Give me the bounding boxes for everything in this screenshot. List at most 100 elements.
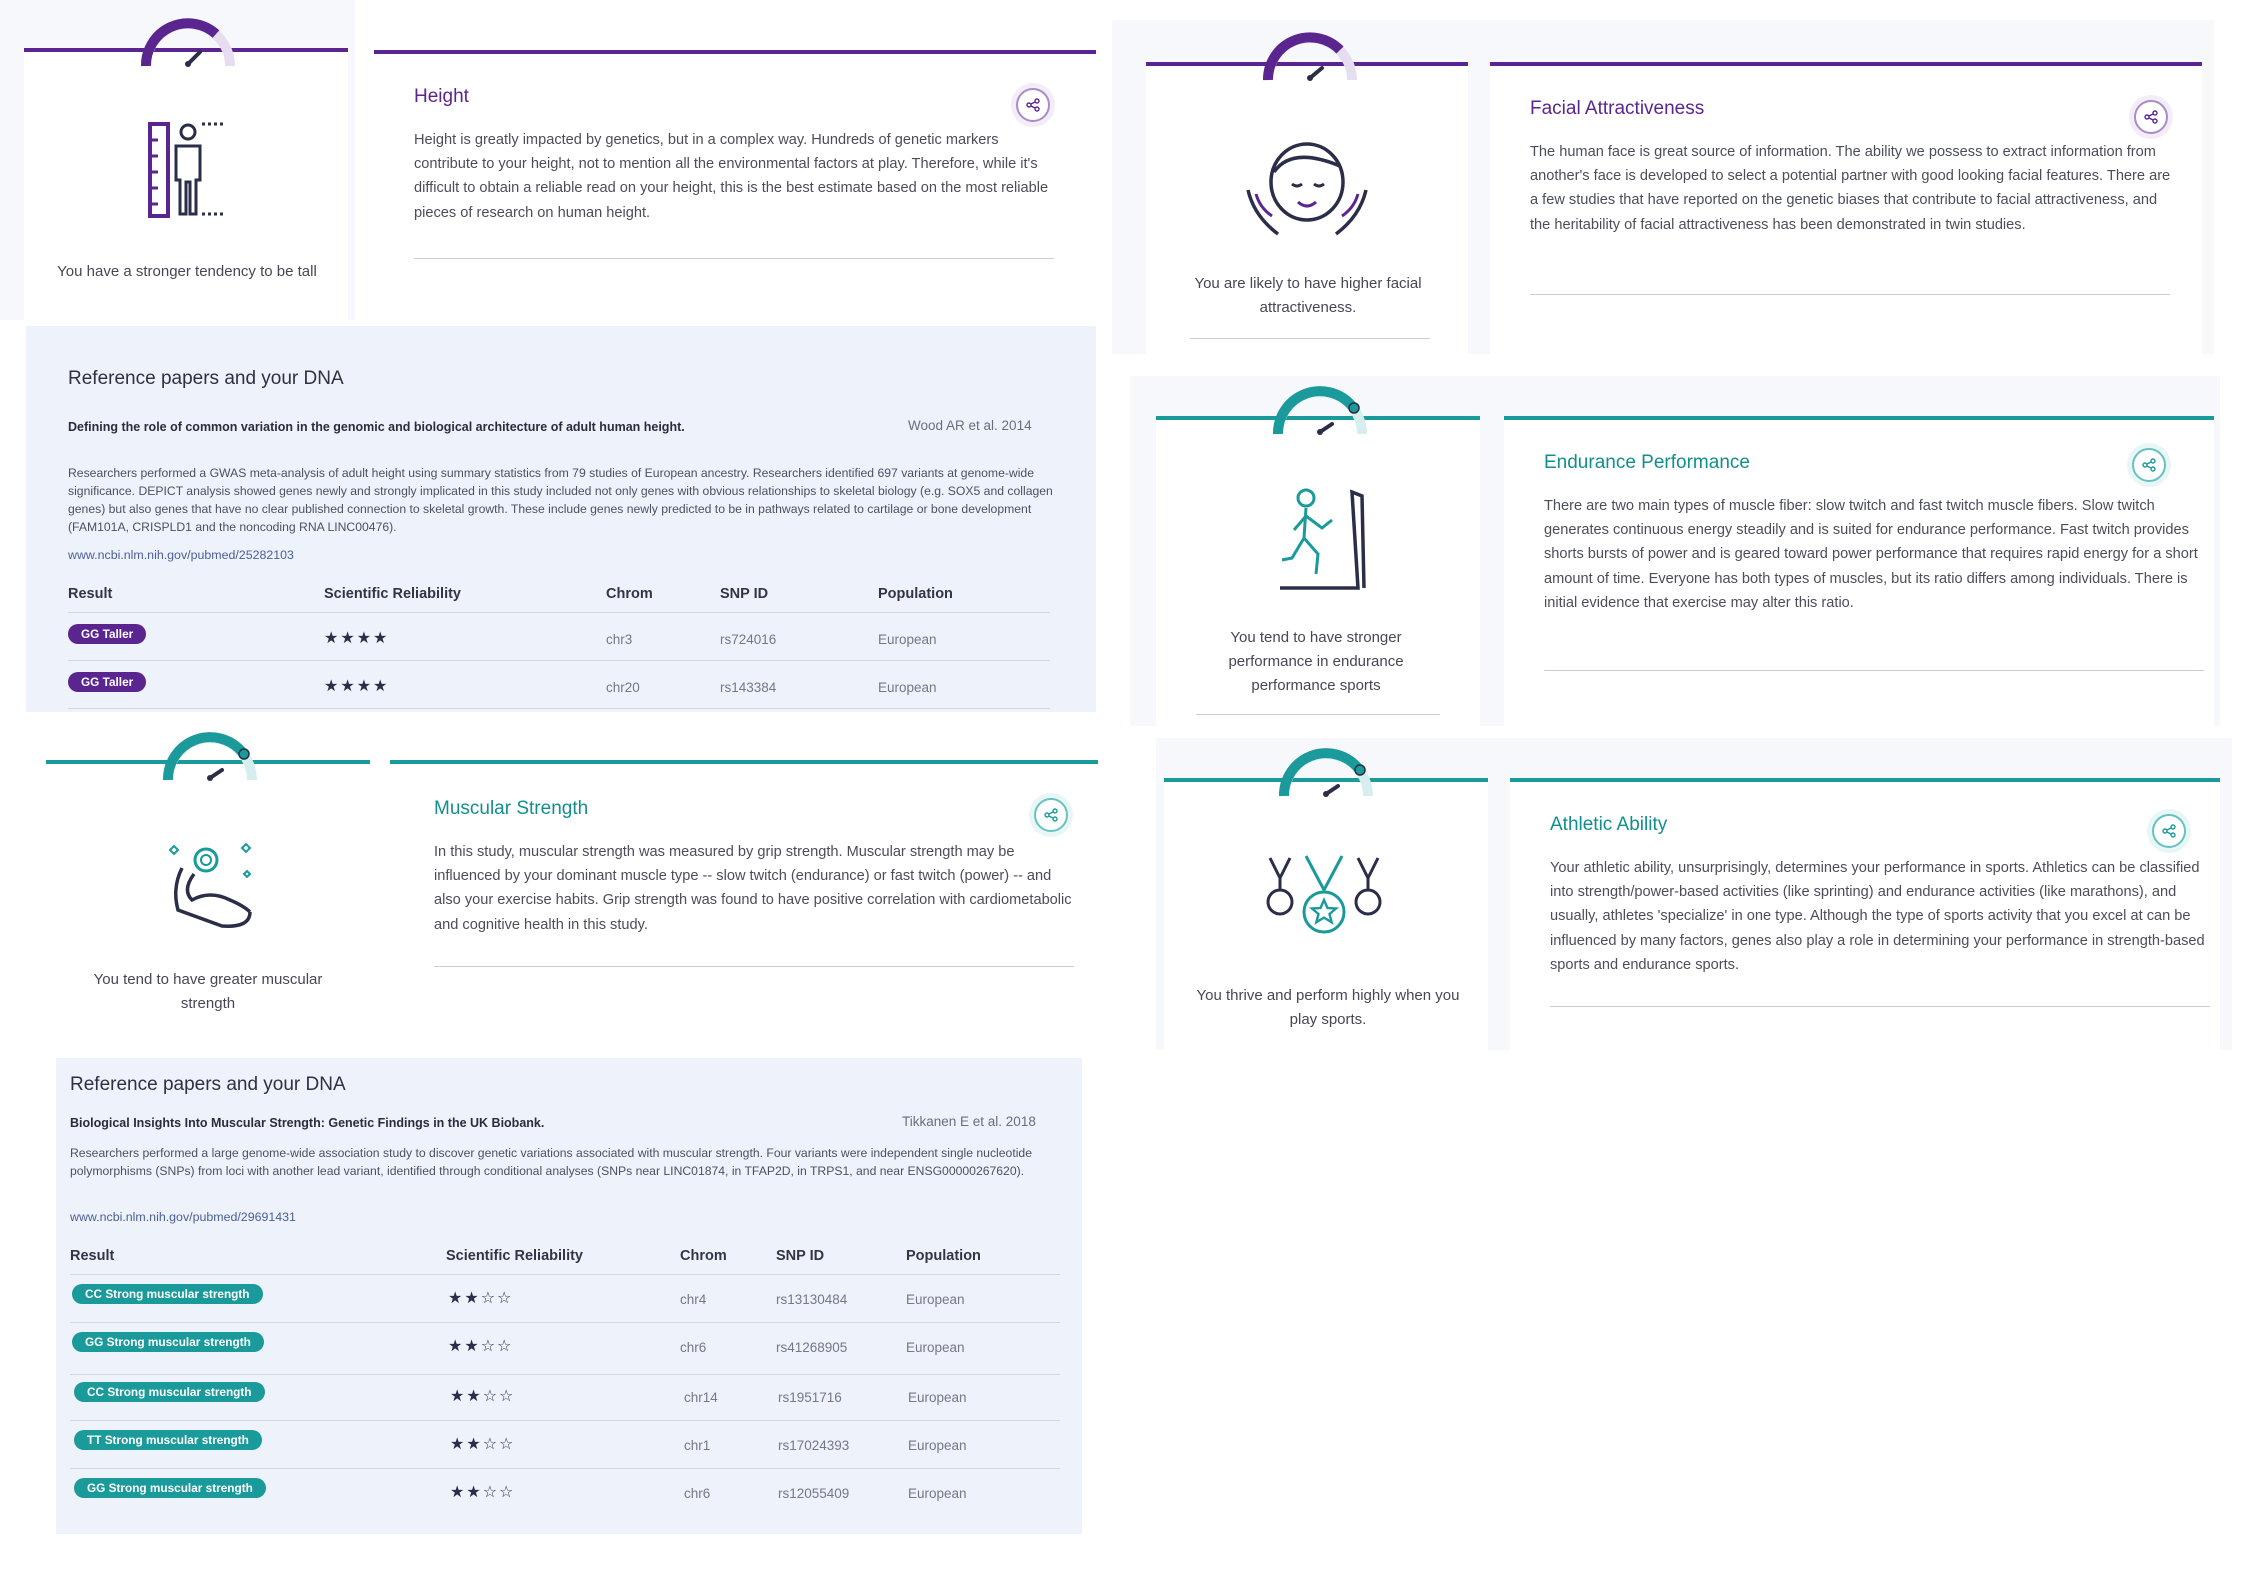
paper-abstract: Researchers performed a GWAS meta-analys…	[68, 466, 1053, 534]
trait-icon-card	[1146, 62, 1468, 354]
result-badge: GG Strong muscular strength	[72, 1332, 264, 1352]
snp-cell: rs41268905	[776, 1340, 848, 1355]
trait-desc-card	[1510, 778, 2220, 1050]
snp-cell: rs143384	[720, 680, 777, 695]
trait-summary: You thrive and perform highly when you p…	[1196, 987, 1460, 1028]
population-cell: European	[906, 1340, 965, 1355]
trait-desc-card	[374, 50, 1096, 322]
trait-description: In this study, muscular strength was mea…	[434, 844, 1072, 933]
gauge-icon	[140, 18, 235, 67]
snp-cell: rs17024393	[778, 1438, 850, 1453]
population-cell: European	[908, 1486, 967, 1501]
result-badge: GG Taller	[68, 672, 147, 692]
trait-panel-muscular: You tend to have greater muscular streng…	[40, 728, 1110, 1038]
reference-heading: Reference papers and your DNA	[70, 1074, 346, 1095]
snp-cell: rs1951716	[778, 1390, 842, 1405]
reliability-stars: ★★☆☆	[448, 1290, 514, 1307]
paper-link[interactable]: www.ncbi.nlm.nih.gov/pubmed/29691431	[70, 1210, 296, 1224]
trait-description: Your athletic ability, unsurprisingly, d…	[1550, 860, 2205, 973]
reliability-stars: ★★☆☆	[450, 1484, 516, 1501]
column-header: Scientific Reliability	[446, 1248, 583, 1264]
trait-summary: You are likely to have higher facial att…	[1194, 275, 1422, 316]
trait-panel-endurance: You tend to have stronger performance in…	[1130, 376, 2220, 726]
share-icon	[2142, 458, 2156, 472]
trait-description: There are two main types of muscle fiber…	[1544, 498, 2198, 611]
chrom-cell: chr4	[680, 1292, 707, 1307]
reliability-stars: ★★☆☆	[450, 1436, 516, 1453]
trait-title: Facial Attractiveness	[1530, 98, 1705, 119]
trait-desc-card	[1490, 62, 2202, 354]
column-header: Scientific Reliability	[324, 586, 461, 602]
chrom-cell: chr3	[606, 632, 633, 647]
share-icon	[1044, 808, 1058, 822]
trait-panel-height: You have a stronger tendency to be tall …	[0, 0, 1110, 322]
trait-title: Muscular Strength	[434, 798, 589, 819]
population-cell: European	[908, 1438, 967, 1453]
reference-panel-height: Reference papers and your DNA Defining t…	[26, 326, 1096, 712]
column-header: Result	[68, 586, 113, 602]
population-cell: European	[878, 680, 937, 695]
chrom-cell: chr14	[684, 1390, 718, 1405]
snp-cell: rs724016	[720, 632, 777, 647]
column-header: Population	[906, 1248, 981, 1264]
chrom-cell: chr1	[684, 1438, 711, 1453]
trait-icon-card	[46, 760, 370, 1038]
result-badge: TT Strong muscular strength	[74, 1430, 262, 1450]
trait-panel-athletic: You thrive and perform highly when you p…	[1156, 738, 2232, 1050]
height-ruler-person-icon	[148, 122, 226, 218]
trait-title: Height	[414, 86, 469, 107]
column-header: SNP ID	[776, 1248, 825, 1264]
trait-icon-card	[1164, 778, 1488, 1050]
result-badge: GG Strong muscular strength	[74, 1478, 266, 1498]
population-cell: European	[906, 1292, 965, 1307]
reliability-stars: ★★☆☆	[450, 1388, 516, 1405]
trait-panel-facial: You are likely to have higher facial att…	[1112, 20, 2214, 354]
face-hands-icon	[1246, 142, 1368, 236]
paper-title: Biological Insights Into Muscular Streng…	[70, 1116, 545, 1130]
trait-title: Athletic Ability	[1550, 814, 1668, 835]
column-header: Chrom	[680, 1248, 727, 1264]
column-header: SNP ID	[720, 586, 769, 602]
reference-heading: Reference papers and your DNA	[68, 368, 344, 389]
share-icon	[1026, 98, 1040, 112]
column-header: Chrom	[606, 586, 653, 602]
reliability-stars: ★★★★	[324, 678, 390, 695]
chrom-cell: chr6	[680, 1340, 707, 1355]
population-cell: European	[878, 632, 937, 647]
treadmill-runner-icon	[1280, 488, 1366, 590]
trait-description: The human face is great source of inform…	[1530, 144, 2171, 233]
trait-icon-card	[1156, 416, 1480, 726]
trait-description: Height is greatly impacted by genetics, …	[414, 132, 1049, 221]
trait-desc-card	[1504, 416, 2214, 726]
share-button[interactable]	[2134, 100, 2168, 134]
share-button[interactable]	[1034, 798, 1068, 832]
gauge-icon	[162, 732, 257, 781]
share-button[interactable]	[2132, 448, 2166, 482]
gauge-icon	[1262, 32, 1357, 81]
result-badge: GG Taller	[68, 624, 147, 644]
snp-cell: rs13130484	[776, 1292, 848, 1307]
gauge-icon	[1278, 748, 1373, 797]
paper-link[interactable]: www.ncbi.nlm.nih.gov/pubmed/25282103	[68, 548, 294, 562]
trait-summary: You have a stronger tendency to be tall	[57, 263, 317, 280]
chrom-cell: chr20	[606, 680, 640, 695]
trait-desc-card	[390, 760, 1098, 1038]
trait-summary: You tend to have stronger performance in…	[1228, 629, 1404, 694]
trait-title: Endurance Performance	[1544, 452, 1750, 473]
trait-summary: You tend to have greater muscular streng…	[93, 971, 323, 1012]
column-header: Result	[70, 1248, 115, 1264]
share-icon	[2162, 824, 2176, 838]
reference-panel-muscular: Reference papers and your DNA Biological…	[56, 1058, 1082, 1534]
flexed-arm-icon	[168, 842, 252, 928]
gauge-icon	[1272, 386, 1367, 435]
result-badge: CC Strong muscular strength	[74, 1382, 265, 1402]
reliability-stars: ★★☆☆	[448, 1338, 514, 1355]
result-badge: CC Strong muscular strength	[72, 1284, 263, 1304]
share-button[interactable]	[1016, 88, 1050, 122]
share-button[interactable]	[2152, 814, 2186, 848]
population-cell: European	[908, 1390, 967, 1405]
column-header: Population	[878, 586, 953, 602]
chrom-cell: chr6	[684, 1486, 711, 1501]
reliability-stars: ★★★★	[324, 630, 390, 647]
paper-abstract: Researchers performed a large genome-wid…	[70, 1146, 1032, 1178]
